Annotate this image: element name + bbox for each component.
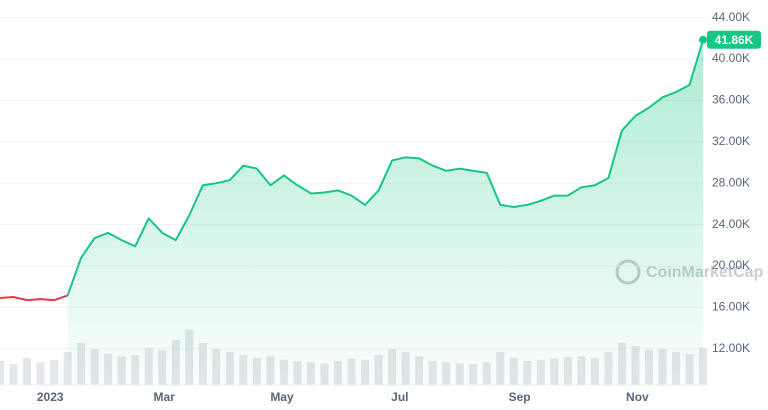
- last-point: [699, 35, 708, 44]
- x-tick-label: Nov: [626, 390, 649, 404]
- value-label-box: [707, 30, 761, 49]
- volume-bar: [0, 361, 4, 385]
- value-label: 41.86K: [715, 33, 754, 47]
- x-tick-label: Mar: [154, 390, 176, 404]
- area-fill: [67, 39, 704, 385]
- x-tick-label: 2023: [37, 390, 64, 404]
- x-tick-label: Jul: [391, 390, 408, 404]
- price-line: [66, 39, 705, 296]
- volume-bar: [36, 362, 45, 385]
- price-line: [0, 294, 68, 302]
- y-tick-label: 36.00K: [712, 93, 750, 107]
- volume-bar: [9, 364, 18, 385]
- volume-bar: [50, 359, 59, 385]
- x-tick-label: Sep: [509, 390, 531, 404]
- y-tick-label: 44.00K: [712, 10, 750, 24]
- y-tick-label: 40.00K: [712, 51, 750, 65]
- y-tick-label: 28.00K: [712, 175, 750, 189]
- y-tick-label: 12.00K: [712, 341, 750, 355]
- y-tick-label: 16.00K: [712, 300, 750, 314]
- y-tick-label: 32.00K: [712, 134, 750, 148]
- y-tick-label: 24.00K: [712, 217, 750, 231]
- y-tick-label: 20.00K: [712, 258, 750, 272]
- volume-bar: [23, 358, 32, 385]
- x-tick-label: May: [270, 390, 294, 404]
